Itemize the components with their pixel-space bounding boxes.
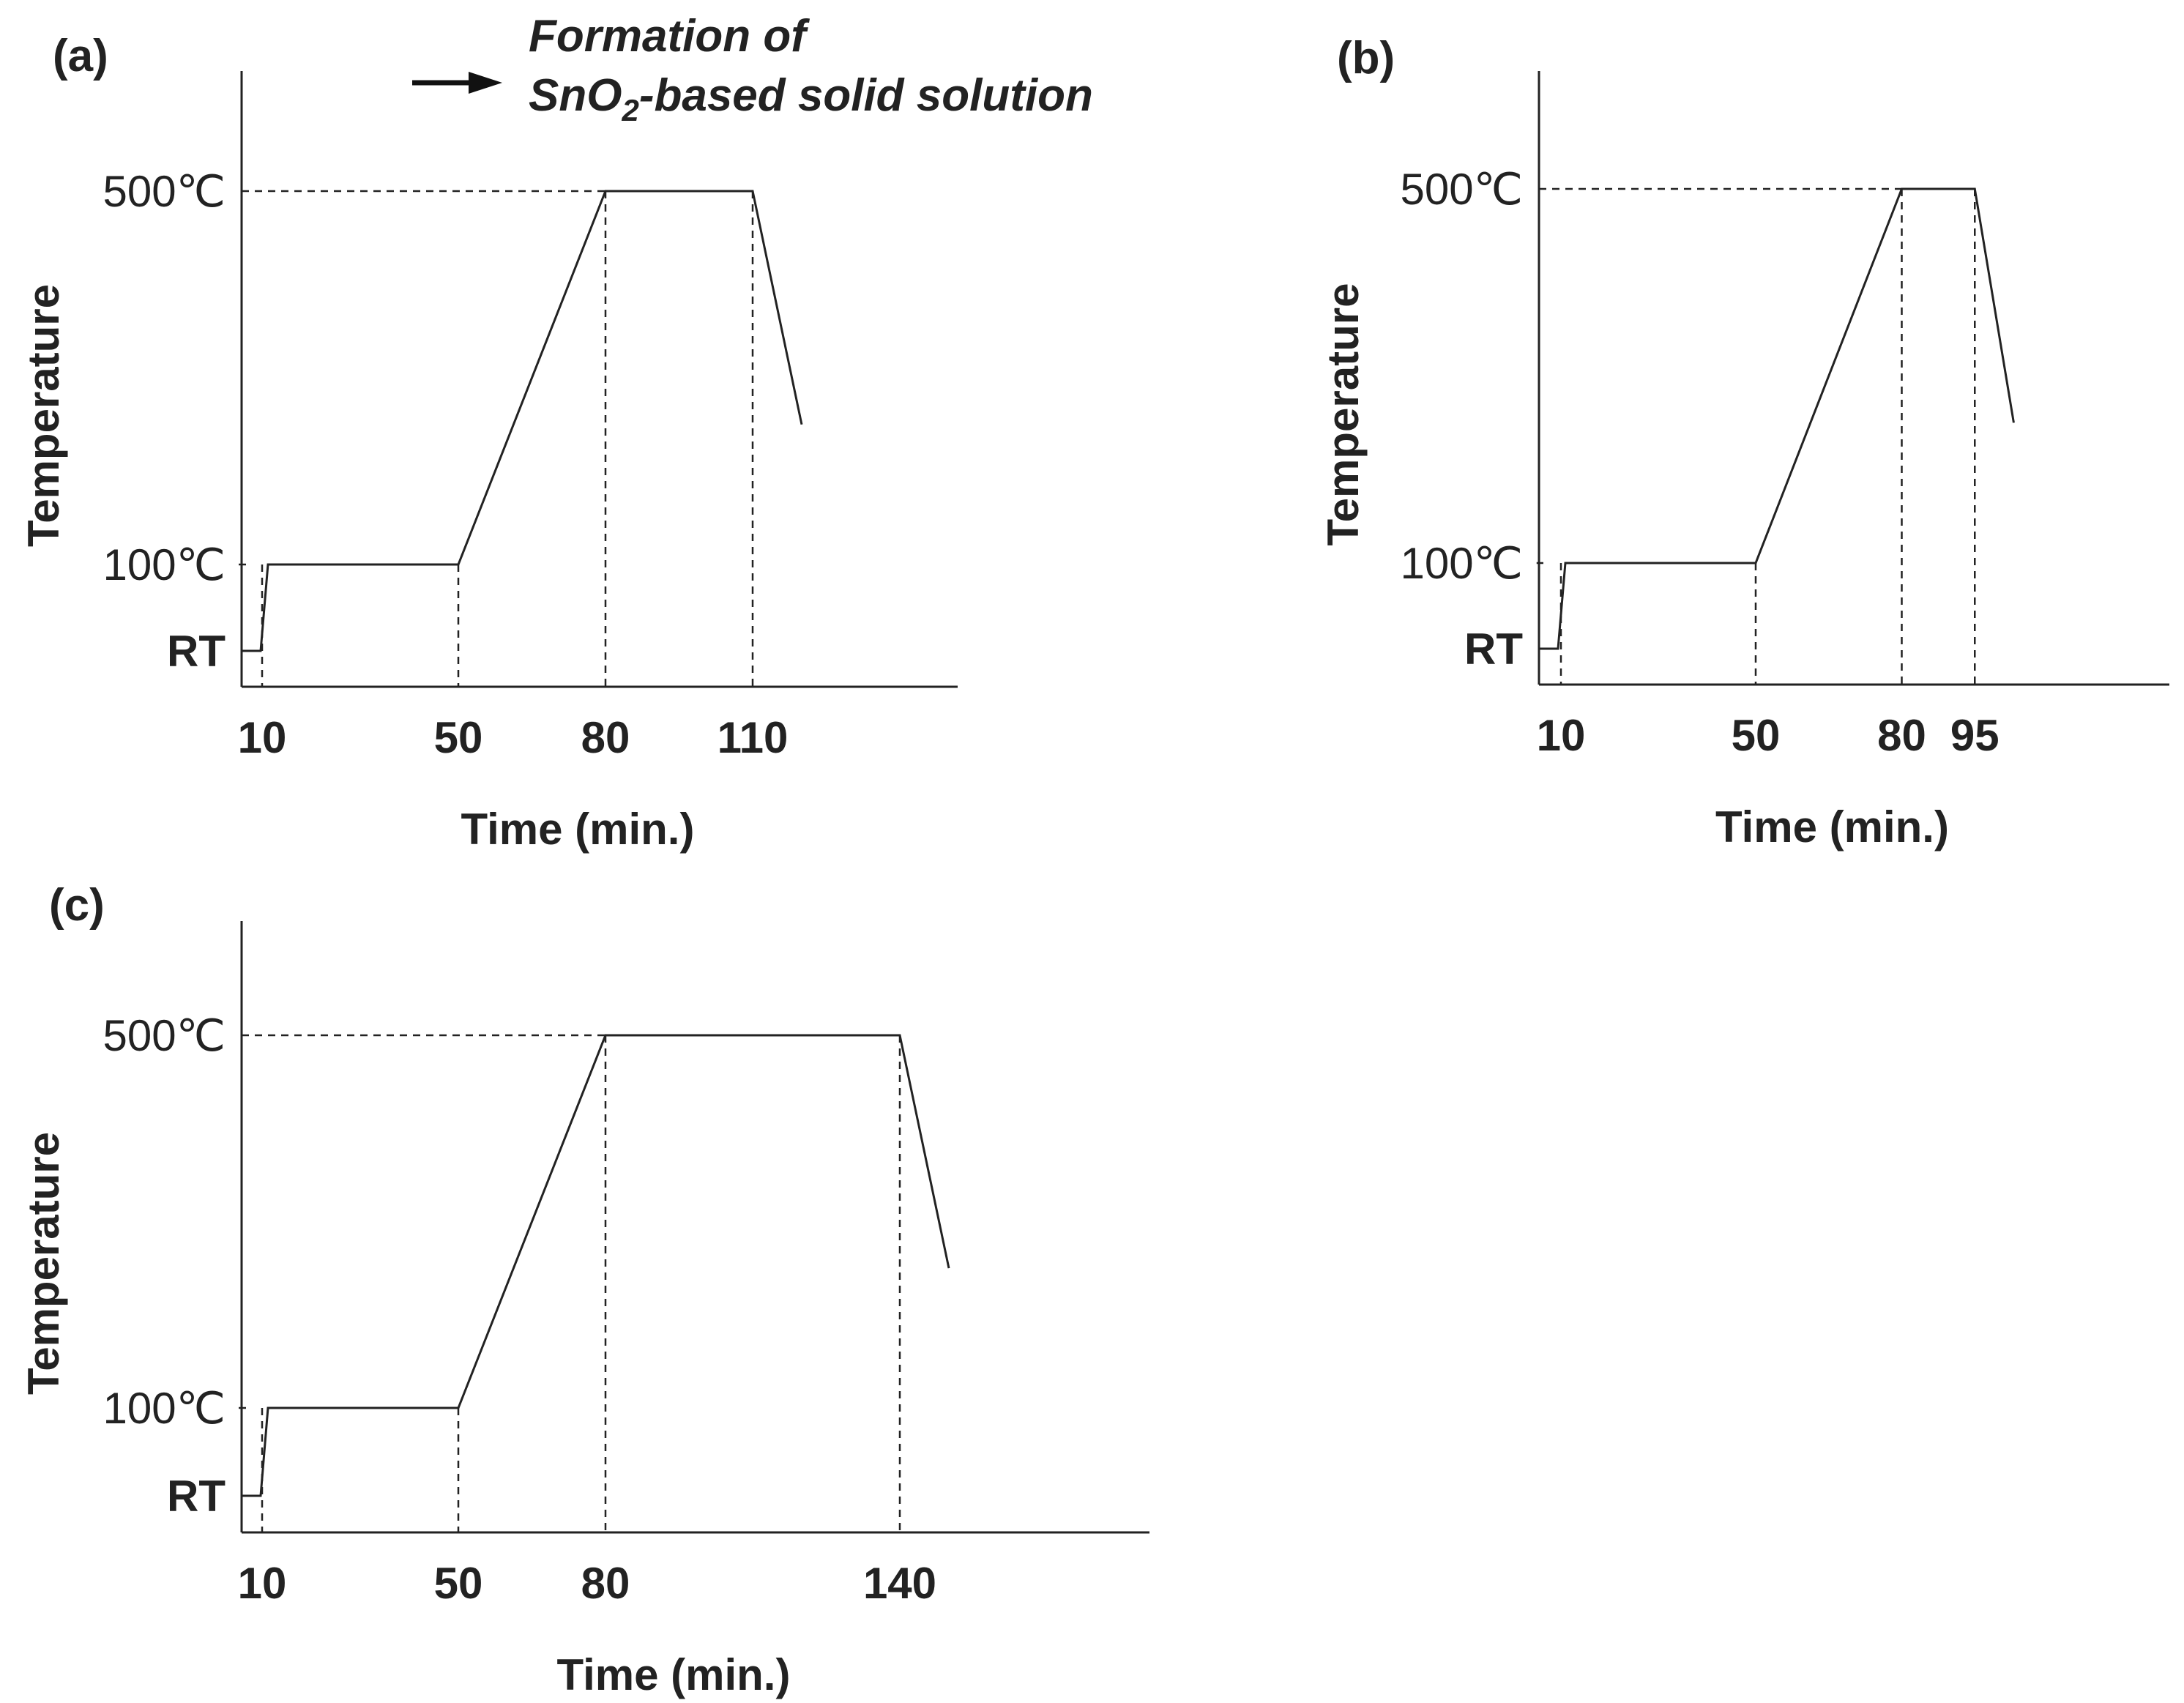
x-tick-label: 80 [581, 713, 630, 762]
y-level-label: 100℃ [103, 540, 226, 589]
y-level-label: RT [1464, 625, 1523, 674]
x-tick-label: 10 [238, 713, 287, 762]
annotation-formula: SnO [529, 70, 622, 121]
x-tick-label: 50 [434, 713, 483, 762]
annotation: Formation of SnO2-based solid solution [412, 11, 1093, 127]
x-tick-label: 80 [1877, 711, 1926, 760]
x-tick-label: 80 [581, 1559, 630, 1608]
panel-label: (b) [1337, 33, 1395, 83]
annotation-subscript: 2 [621, 93, 638, 127]
temperature-profile-line [242, 190, 803, 652]
annotation-line2: SnO2-based solid solution [529, 70, 1093, 127]
annotation-suffix: -based solid solution [639, 70, 1093, 121]
x-tick-label: 10 [1537, 711, 1586, 760]
y-level-label: 100℃ [103, 1384, 226, 1433]
annotation-arrow-head [469, 72, 502, 94]
x-tick-label: 95 [1950, 711, 1999, 760]
annotation-line1: Formation of [529, 11, 810, 62]
panel-label: (a) [53, 31, 108, 81]
x-tick-label: 50 [1732, 711, 1781, 760]
y-axis-label: Temperature [19, 1132, 68, 1395]
y-level-label: RT [167, 1472, 226, 1521]
chart-panel-3: (c) 10 50 80 140 500℃ 100℃ RT Time (min.) Tempera… [19, 880, 1149, 1699]
x-tick-label: 50 [434, 1559, 483, 1608]
x-axis-label: Time (min.) [557, 1650, 791, 1699]
y-level-label: 100℃ [1401, 539, 1524, 588]
temperature-profile-line [1539, 187, 2015, 650]
chart-panel-1: (a) 10 50 80 110 500℃ 100℃ RT Time (min.) Tempera… [19, 31, 958, 854]
temperature-profile-line [242, 1034, 950, 1497]
y-axis-label: Temperature [19, 284, 68, 547]
x-axis-label: Time (min.) [1715, 802, 1949, 852]
x-axis-label: Time (min.) [461, 805, 695, 854]
y-level-label: 500℃ [103, 1011, 226, 1060]
x-tick-label: 10 [238, 1559, 287, 1608]
y-level-label: 500℃ [103, 167, 226, 216]
y-level-label: RT [167, 627, 226, 676]
x-tick-label: 140 [863, 1559, 936, 1608]
y-level-label: 500℃ [1401, 165, 1524, 214]
panel-label: (c) [49, 880, 105, 931]
x-tick-label: 110 [718, 713, 789, 762]
chart-panel-2: (b) 10 50 80 95 500℃ 100℃ RT Time (min.) Temperat… [1319, 33, 2169, 852]
y-axis-label: Temperature [1319, 283, 1368, 545]
